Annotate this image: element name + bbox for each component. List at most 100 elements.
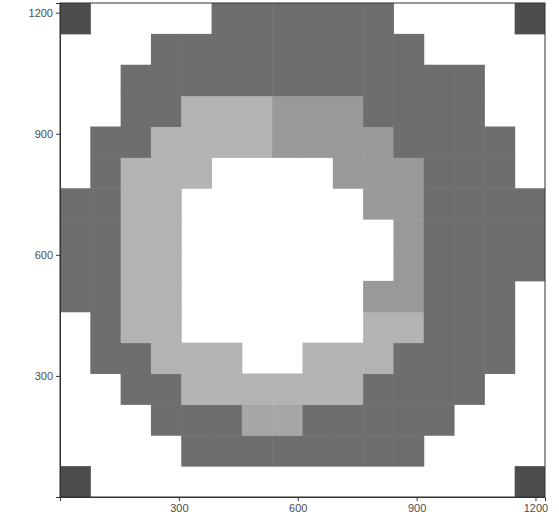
heat-cell xyxy=(424,127,455,158)
heat-cell xyxy=(212,34,243,65)
heat-cell xyxy=(393,219,424,250)
heat-cell xyxy=(121,96,152,127)
heat-cell xyxy=(393,343,424,374)
heat-cell xyxy=(333,34,364,65)
heat-cell xyxy=(515,3,545,34)
heat-cell xyxy=(121,157,152,188)
heat-cell xyxy=(272,435,303,466)
heat-cell xyxy=(181,374,212,405)
heat-cell xyxy=(121,374,152,405)
cells xyxy=(60,3,545,497)
heat-cell xyxy=(393,281,424,312)
heat-cell xyxy=(121,281,152,312)
heat-cell xyxy=(90,312,121,343)
heat-cell xyxy=(393,404,424,435)
heat-cell xyxy=(121,127,152,158)
heat-cell xyxy=(515,250,545,281)
heat-cell xyxy=(181,435,212,466)
heat-cell xyxy=(151,96,182,127)
heat-cell xyxy=(454,96,485,127)
tick: 900 xyxy=(408,497,426,514)
heat-cell xyxy=(424,188,455,219)
heat-cell xyxy=(90,188,121,219)
heat-cell xyxy=(151,281,182,312)
heat-cell xyxy=(424,281,455,312)
heat-cell xyxy=(242,65,273,96)
heat-cell xyxy=(484,127,515,158)
heat-cell xyxy=(151,374,182,405)
tick-label: 600 xyxy=(35,249,53,261)
x-axis: 300 600 900 1200 xyxy=(61,497,549,514)
heat-cell xyxy=(454,343,485,374)
heat-cell xyxy=(212,374,243,405)
tick: 1200 xyxy=(524,497,548,514)
y-axis: 3006009001200 xyxy=(29,4,61,498)
heat-cell xyxy=(212,435,243,466)
tick: 600 xyxy=(289,497,307,514)
chart: 300 600 900 1200300 600 900 1200 xyxy=(0,0,559,529)
heat-cell xyxy=(454,157,485,188)
heat-cell xyxy=(181,34,212,65)
heat-cell xyxy=(90,219,121,250)
heat-cell xyxy=(272,34,303,65)
heat-cell xyxy=(60,466,91,497)
heat-cell xyxy=(393,435,424,466)
tick-label: 300 xyxy=(170,502,188,514)
heat-cell xyxy=(303,374,334,405)
heat-cell xyxy=(454,127,485,158)
heat-cell xyxy=(303,34,334,65)
heat-cell xyxy=(272,65,303,96)
heat-cell xyxy=(151,250,182,281)
heat-cell xyxy=(242,374,273,405)
heat-cell xyxy=(151,404,182,435)
heat-cell xyxy=(121,312,152,343)
heat-cell xyxy=(424,343,455,374)
heat-cell xyxy=(363,404,394,435)
heat-cell xyxy=(454,312,485,343)
heat-cell xyxy=(60,3,91,34)
heat-cell xyxy=(363,3,394,34)
heat-cell xyxy=(393,65,424,96)
heat-cell xyxy=(333,435,364,466)
heat-cell xyxy=(454,281,485,312)
heat-cell xyxy=(303,65,334,96)
heat-cell xyxy=(454,250,485,281)
heat-cell xyxy=(181,404,212,435)
heat-cell xyxy=(454,219,485,250)
heat-cell xyxy=(393,374,424,405)
heat-cell xyxy=(90,343,121,374)
heat-cell xyxy=(454,188,485,219)
heat-cell xyxy=(242,435,273,466)
heat-cell xyxy=(363,34,394,65)
heat-cell xyxy=(303,127,334,158)
heat-cell xyxy=(121,250,152,281)
heat-cell xyxy=(484,343,515,374)
heat-cell xyxy=(303,3,334,34)
heat-cell xyxy=(333,343,364,374)
heat-cell xyxy=(121,343,152,374)
heat-cell xyxy=(363,374,394,405)
heat-cell xyxy=(333,96,364,127)
heat-cell xyxy=(242,404,273,435)
heat-cell xyxy=(363,343,394,374)
heat-cell xyxy=(424,312,455,343)
heat-cell xyxy=(242,96,273,127)
heat-cell xyxy=(151,343,182,374)
heat-cell xyxy=(393,127,424,158)
heat-cell xyxy=(424,65,455,96)
plot: 300 600 900 1200300 600 900 1200 xyxy=(29,3,549,514)
tick-mark xyxy=(535,497,536,501)
heat-cell xyxy=(212,404,243,435)
tick-label: 1200 xyxy=(524,502,548,514)
heat-cell xyxy=(212,3,243,34)
heat-cell xyxy=(181,96,212,127)
heat-cell xyxy=(212,96,243,127)
heat-cell xyxy=(424,250,455,281)
heat-cell xyxy=(484,250,515,281)
tick: 900 xyxy=(35,128,60,140)
heat-cell xyxy=(393,157,424,188)
heat-cell xyxy=(363,65,394,96)
plot-background xyxy=(60,3,545,497)
heat-cell xyxy=(90,157,121,188)
heat-cell xyxy=(151,312,182,343)
